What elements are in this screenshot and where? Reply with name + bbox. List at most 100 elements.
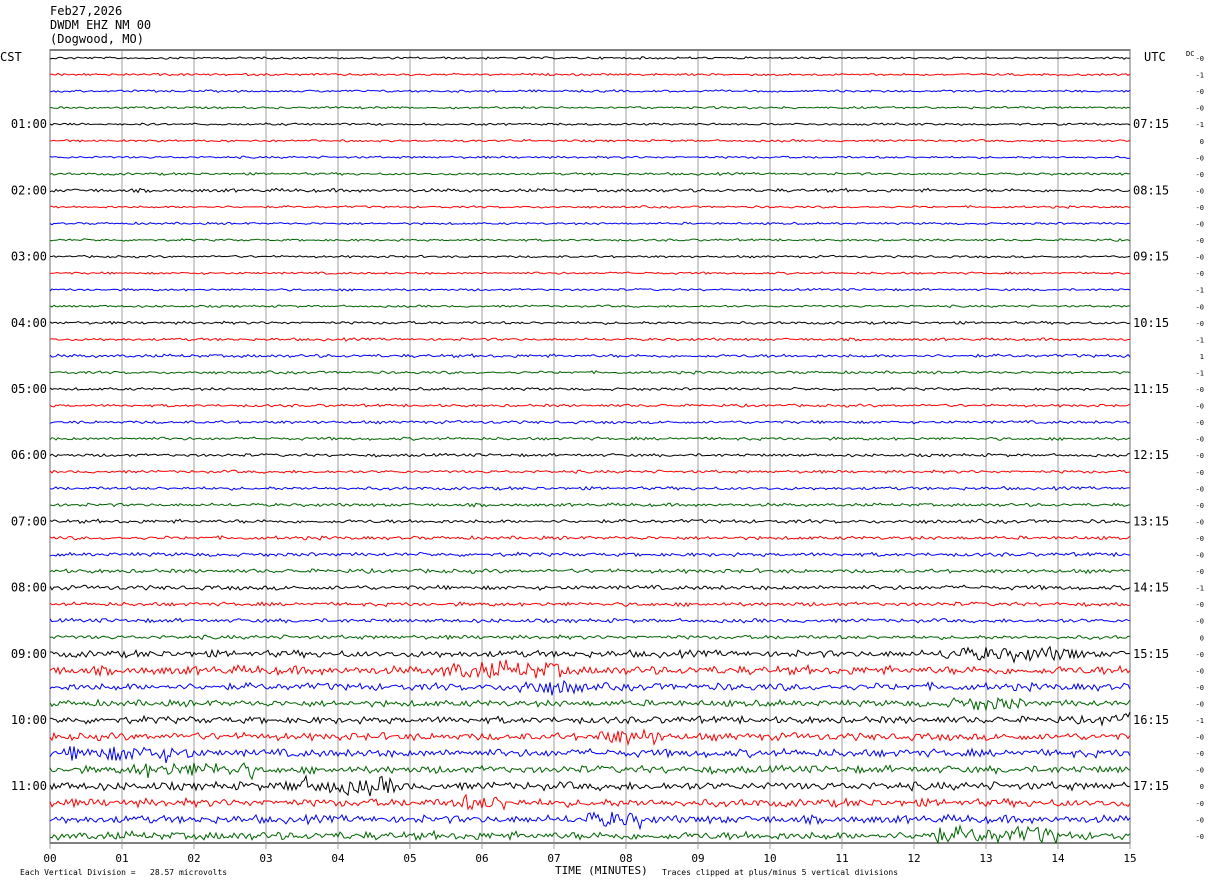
- cst-hour-label: 02:00: [11, 183, 47, 197]
- x-tick-label: 07: [547, 852, 560, 865]
- dc-offset-label: -0: [1196, 270, 1204, 278]
- seismic-trace: [49, 187, 1131, 194]
- dc-offset-label: -0: [1196, 436, 1204, 444]
- x-tick-label: 11: [835, 852, 848, 865]
- x-tick-label: 04: [331, 852, 345, 865]
- cst-hour-label: 05:00: [11, 382, 47, 396]
- clip-note: Traces clipped at plus/minus 5 vertical …: [662, 868, 899, 877]
- dc-offset-label: 0: [1200, 634, 1204, 642]
- dc-offset-label: -0: [1196, 171, 1204, 179]
- dc-offset-label: -0: [1196, 221, 1204, 229]
- x-tick-label: 00: [43, 852, 56, 865]
- dc-offset-label: -0: [1196, 518, 1204, 526]
- seismic-trace: [49, 254, 1131, 259]
- dc-offset-label: -0: [1196, 667, 1204, 675]
- utc-hour-label: 15:15: [1133, 647, 1169, 661]
- seismic-trace: [49, 155, 1131, 160]
- dc-offset-label: -0: [1196, 320, 1204, 328]
- minute-grid: [49, 50, 1131, 849]
- seismic-trace: [49, 762, 1131, 781]
- seismic-trace: [49, 337, 1130, 342]
- seismic-trace: [49, 727, 1131, 747]
- seismic-trace: [49, 679, 1131, 696]
- header-location: (Dogwood, MO): [50, 32, 144, 46]
- x-tick-label: 05: [403, 852, 416, 865]
- seismic-trace: [49, 469, 1131, 475]
- dc-offset-label: -0: [1196, 816, 1204, 824]
- x-tick-label: 14: [1051, 852, 1065, 865]
- seismic-trace: [49, 105, 1131, 110]
- cst-hour-label: 07:00: [11, 514, 47, 528]
- trace-group: [49, 56, 1131, 845]
- dc-offset-label: -0: [1196, 419, 1204, 427]
- cst-hour-label: 01:00: [11, 117, 47, 131]
- seismic-trace: [49, 811, 1131, 831]
- dc-offset-label: -0: [1196, 204, 1204, 212]
- utc-hour-label: 12:15: [1133, 448, 1169, 462]
- utc-hour-label: 07:15: [1133, 117, 1169, 131]
- seismic-trace: [49, 502, 1131, 508]
- seismic-trace: [50, 645, 1131, 664]
- x-tick-label: 15: [1123, 852, 1136, 865]
- utc-hour-label: 09:15: [1133, 250, 1169, 264]
- cst-hour-label: 11:00: [11, 779, 47, 793]
- cst-hour-label: 04:00: [11, 316, 47, 330]
- seismic-trace: [49, 386, 1131, 392]
- seismic-trace: [49, 584, 1131, 591]
- seismic-trace: [49, 452, 1131, 458]
- seismic-trace: [49, 774, 1131, 797]
- dc-offset-label: -0: [1196, 684, 1204, 692]
- dc-offset-label: -0: [1196, 187, 1204, 195]
- x-tick-label: 10: [763, 852, 776, 865]
- dc-offset-label: -0: [1196, 502, 1204, 510]
- plot-frame: [49, 49, 1131, 844]
- header-station: DWDM EHZ NM 00: [50, 18, 152, 32]
- seismic-trace: [49, 711, 1131, 727]
- x-axis-label: TIME (MINUTES): [555, 864, 648, 877]
- seismic-trace: [49, 634, 1131, 641]
- utc-hour-label: 13:15: [1133, 514, 1169, 528]
- dc-offset-label: -0: [1196, 833, 1204, 841]
- seismic-trace: [49, 419, 1131, 425]
- dc-offset-label: -0: [1196, 750, 1204, 758]
- seismic-trace: [49, 271, 1131, 275]
- dc-offset-label: -0: [1196, 88, 1204, 96]
- cst-hour-label: 08:00: [11, 581, 47, 595]
- seismic-trace: [49, 171, 1131, 176]
- x-tick-label: 03: [259, 852, 272, 865]
- dc-offset-label: -1: [1196, 585, 1204, 593]
- dc-offset-label: -1: [1196, 369, 1204, 377]
- utc-hour-label: 17:15: [1133, 779, 1169, 793]
- left-timezone-label: CST: [0, 50, 22, 64]
- seismic-trace: [49, 696, 1131, 712]
- utc-hour-label: 10:15: [1133, 316, 1169, 330]
- seismic-trace: [49, 138, 1131, 143]
- dc-offset-label: -0: [1196, 618, 1204, 626]
- dc-offset-label: -0: [1196, 254, 1204, 262]
- dc-offset-label: -0: [1196, 55, 1204, 63]
- dc-offset-label: 0: [1200, 783, 1204, 791]
- x-tick-label: 01: [115, 852, 128, 865]
- dc-offset-label: 1: [1200, 353, 1204, 361]
- seismic-trace: [49, 56, 1131, 60]
- x-tick-label: 02: [187, 852, 200, 865]
- seismic-trace: [49, 601, 1131, 608]
- x-tick-label: 06: [475, 852, 488, 865]
- dc-offset-label: -0: [1196, 105, 1204, 113]
- seismic-trace: [49, 793, 1131, 811]
- seismic-trace: [49, 617, 1131, 624]
- dc-offset-label: -0: [1196, 535, 1204, 543]
- dc-offset-label: -0: [1196, 154, 1204, 162]
- dc-offset-label: -1: [1196, 336, 1204, 344]
- seismic-trace: [49, 89, 1131, 94]
- utc-hour-label: 14:15: [1133, 581, 1169, 595]
- seismic-trace: [49, 518, 1131, 525]
- dc-offset-label: -0: [1196, 452, 1204, 460]
- dc-offset-label: -1: [1196, 717, 1204, 725]
- seismic-trace: [49, 824, 1131, 845]
- dc-offset-label: -1: [1196, 121, 1204, 129]
- seismic-trace: [49, 746, 1131, 764]
- seismic-trace: [49, 204, 1131, 209]
- seismic-trace: [49, 567, 1131, 575]
